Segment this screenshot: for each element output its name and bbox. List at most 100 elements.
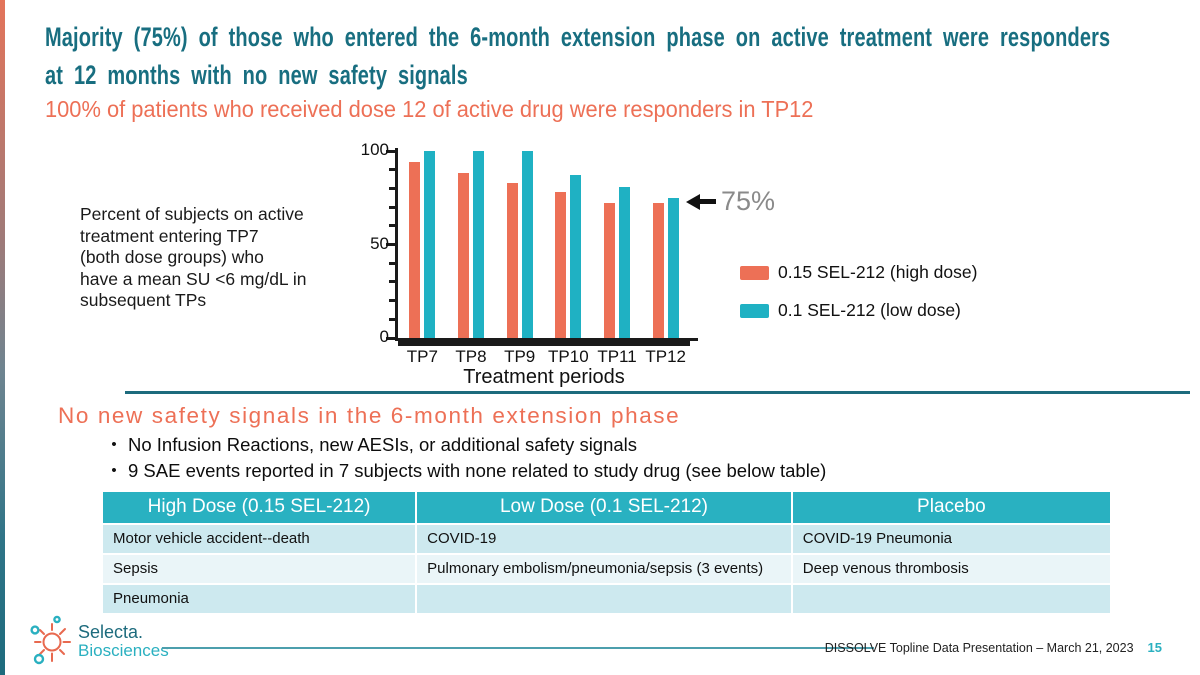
y-tick [389, 205, 395, 209]
annotation-label: 75% [721, 186, 776, 216]
x-tick-label: TP12 [645, 347, 687, 366]
x-tick [592, 338, 642, 346]
table-row: Pneumonia [103, 585, 1110, 613]
table-cell: COVID-19 Pneumonia [792, 525, 1110, 553]
bullet-dot-icon: • [111, 462, 117, 479]
bar [667, 197, 679, 338]
bar [604, 203, 616, 338]
arrow-shaft [700, 199, 716, 204]
bullet-text: No Infusion Reactions, new AESIs, or add… [128, 434, 638, 455]
safety-section-heading: No new safety signals in the 6-month ext… [58, 403, 681, 428]
bar [570, 175, 582, 338]
left-gradient-bar [0, 0, 5, 675]
bar [458, 173, 469, 338]
bar [409, 162, 421, 338]
table-cell: Deep venous thrombosis [792, 555, 1110, 583]
table-cell [792, 585, 1110, 613]
bullet-text: 9 SAE events reported in 7 subjects with… [128, 460, 827, 481]
sae-table: High Dose (0.15 SEL-212) Low Dose (0.1 SE… [103, 492, 1110, 613]
table-header-cell: Placebo [792, 492, 1110, 523]
logo-subname: Biosciences [78, 640, 169, 660]
table-cell: Motor vehicle accident--death [103, 525, 418, 553]
table-cell: Pneumonia [103, 585, 418, 613]
legend-row: 0.1 SEL-212 (low dose) [740, 300, 977, 321]
x-tick-cell [641, 338, 691, 346]
y-tick [389, 317, 395, 321]
table-header-cell: Low Dose (0.1 SEL-212) [417, 492, 793, 523]
y-tick-label: 100 [360, 140, 389, 159]
y-tick [389, 299, 395, 303]
bar [424, 151, 436, 338]
x-tick [495, 338, 545, 346]
slide-subtitle: 100% of patients who received dose 12 of… [45, 96, 814, 122]
y-tick [389, 168, 395, 172]
x-tick-cell [495, 338, 545, 346]
x-tick [446, 338, 496, 346]
x-tick-label: TP8 [455, 347, 487, 366]
x-tick [398, 338, 447, 346]
bar-group [544, 151, 593, 338]
section-divider [125, 391, 1190, 394]
footer-divider-line [162, 647, 874, 649]
x-axis-tick-labels: TP7 TP8 TP9 TP10 TP11 TP12 [398, 347, 690, 367]
logo-wordmark: Selecta. Biosciences [78, 622, 169, 660]
bar-group [398, 151, 447, 338]
table-row: Sepsis Pulmonary embolism/pneumonia/sepsi… [103, 555, 1110, 583]
x-tick-cell [398, 338, 447, 346]
bar-chart-plot-area: 0 50 100 [361, 140, 698, 346]
x-tick-label: TP10 [548, 347, 589, 366]
legend-swatch [740, 265, 769, 280]
legend-label: 0.15 SEL-212 (high dose) [778, 262, 978, 282]
table-cell: Sepsis [103, 555, 418, 583]
table-header-cell: High Dose (0.15 SEL-212) [103, 492, 418, 523]
y-tick-label: 50 [370, 233, 389, 253]
bar-group [495, 151, 544, 338]
x-axis-title: Treatment periods [463, 366, 625, 388]
bar-groups [398, 151, 690, 338]
footer-citation: DISSOLVE Topline Data Presentation – Mar… [824, 641, 1134, 655]
legend-row: 0.15 SEL-212 (high dose) [740, 262, 977, 283]
safety-bullet-list: • No Infusion Reactions, new AESIs, or ad… [100, 433, 1050, 485]
y-tick [389, 186, 395, 190]
x-tick-label: TP9 [504, 347, 536, 366]
y-tick [386, 336, 395, 340]
table-cell: Pulmonary embolism/pneumonia/sepsis (3 e… [417, 555, 793, 583]
x-tick-cell [446, 338, 496, 346]
bar-group [447, 151, 496, 338]
y-axis-line [395, 148, 398, 341]
x-axis-ticks [398, 338, 691, 346]
page-number: 15 [1147, 640, 1162, 655]
table-cell: COVID-19 [417, 525, 793, 553]
slide-title: Majority (75%) of those who entered the … [45, 22, 1111, 90]
bar-group [641, 151, 690, 338]
x-tick-cell [544, 338, 593, 346]
bullet-item: • 9 SAE events reported in 7 subjects wit… [100, 459, 1050, 482]
y-tick [389, 280, 395, 284]
company-logo: Selecta. Biosciences [26, 614, 169, 668]
x-tick-label: TP7 [406, 347, 438, 366]
legend-swatch [740, 303, 769, 318]
bar [506, 182, 518, 338]
bar [555, 192, 567, 338]
legend-label: 0.1 SEL-212 (low dose) [778, 300, 961, 320]
x-tick-label: TP11 [597, 347, 637, 366]
x-tick-cell [592, 338, 642, 346]
y-tick [386, 149, 395, 153]
x-tick [544, 338, 593, 346]
bar [619, 186, 631, 338]
arrow-head [686, 193, 700, 210]
bar-group [593, 151, 642, 338]
table-header-row: High Dose (0.15 SEL-212) Low Dose (0.1 SE… [103, 492, 1110, 523]
bullet-dot-icon: • [111, 436, 117, 453]
bar [652, 203, 664, 338]
y-tick [389, 224, 395, 228]
bullet-item: • No Infusion Reactions, new AESIs, or ad… [100, 433, 1050, 456]
y-tick [386, 243, 395, 246]
bar [521, 151, 533, 338]
chart-annotation: 75% [686, 186, 775, 217]
x-tick [641, 338, 691, 346]
left-arrow-icon [686, 193, 716, 210]
footer-right: DISSOLVE Topline Data Presentation – Mar… [825, 640, 1162, 655]
bar [473, 151, 484, 338]
